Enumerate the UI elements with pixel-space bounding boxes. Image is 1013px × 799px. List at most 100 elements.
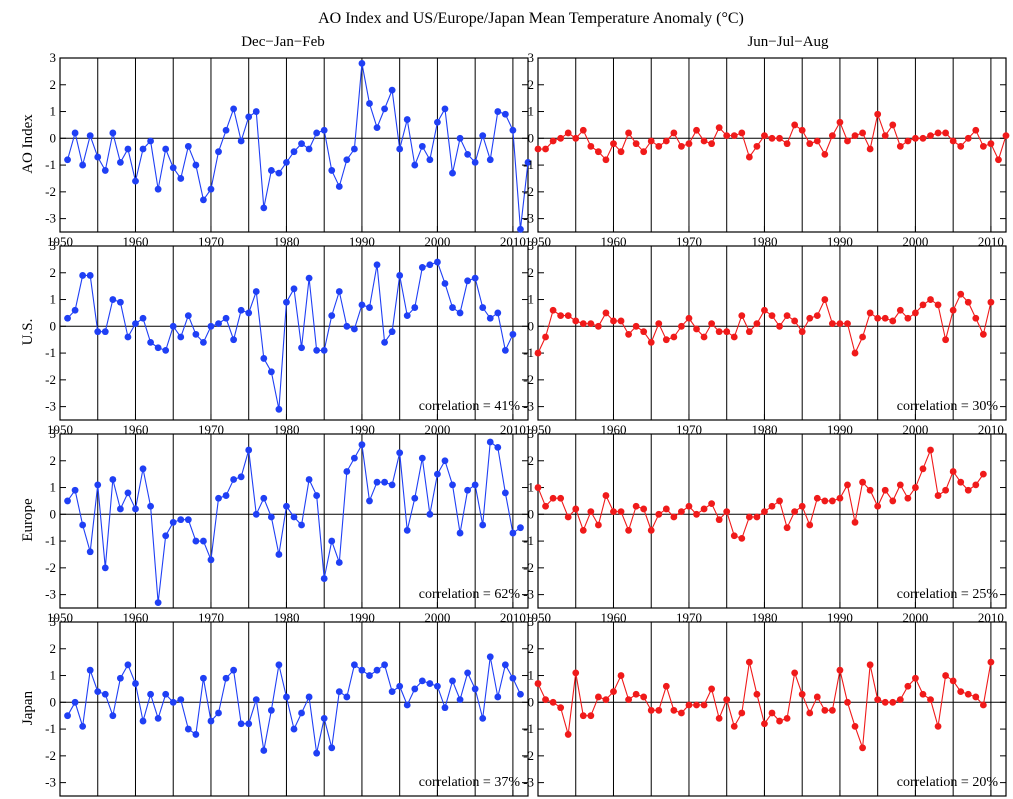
data-point xyxy=(411,304,419,311)
data-point xyxy=(625,696,632,704)
data-point xyxy=(207,556,215,564)
data-point xyxy=(776,717,783,725)
data-point xyxy=(927,296,934,303)
data-point xyxy=(237,306,245,314)
data-point xyxy=(109,476,117,483)
data-point xyxy=(418,142,426,150)
data-point xyxy=(109,712,117,720)
data-point xyxy=(904,494,912,502)
data-point xyxy=(655,706,663,714)
data-point xyxy=(874,314,882,322)
data-point xyxy=(587,712,595,720)
data-point xyxy=(979,701,987,709)
data-point xyxy=(486,438,494,446)
data-point xyxy=(979,330,987,338)
data-point xyxy=(192,161,200,169)
data-point xyxy=(617,317,625,325)
data-point xyxy=(896,696,904,704)
data-point xyxy=(632,690,640,698)
x-tick-label: 1970 xyxy=(676,234,702,249)
data-point xyxy=(700,505,708,513)
data-point xyxy=(753,690,761,698)
data-point xyxy=(169,164,177,172)
data-point xyxy=(564,731,572,738)
data-point xyxy=(919,301,927,309)
data-point xyxy=(449,677,456,685)
data-point xyxy=(71,698,79,706)
data-point xyxy=(147,338,154,346)
data-point xyxy=(154,599,162,607)
x-tick-label: 1990 xyxy=(827,422,853,437)
y-tick-label: 3 xyxy=(50,50,57,65)
panel-frame xyxy=(59,621,529,797)
data-point xyxy=(230,105,238,113)
y-tick-label: 1 xyxy=(528,292,535,307)
row-label-us: U.S. xyxy=(20,319,36,346)
correlation-label: correlation = 41% xyxy=(419,399,521,414)
data-point xyxy=(479,521,487,529)
data-point xyxy=(979,142,987,150)
y-tick-label: 3 xyxy=(528,238,535,253)
data-point xyxy=(154,344,162,352)
data-point xyxy=(388,688,396,695)
data-point xyxy=(542,502,549,510)
data-point xyxy=(494,693,502,701)
y-tick-label: -2 xyxy=(45,372,56,387)
data-point xyxy=(791,669,799,677)
y-tick-label: 1 xyxy=(50,480,57,495)
data-point xyxy=(972,693,980,701)
data-point xyxy=(350,454,358,462)
data-point xyxy=(859,744,866,752)
data-point xyxy=(851,723,859,730)
data-point xyxy=(313,347,321,354)
panel-frame xyxy=(537,245,1007,421)
data-point xyxy=(670,706,678,714)
x-tick-label: 1960 xyxy=(122,422,148,437)
panel-japan-winter: -3-2-101231950196019701980199020002010co… xyxy=(45,614,529,799)
data-point xyxy=(821,497,829,505)
data-point xyxy=(768,502,776,510)
data-point xyxy=(662,505,670,513)
data-point xyxy=(761,306,768,314)
data-point xyxy=(501,661,509,669)
data-point xyxy=(640,148,648,156)
x-tick-label: 1970 xyxy=(198,422,224,437)
data-point xyxy=(806,709,814,717)
data-point xyxy=(964,134,972,142)
data-point xyxy=(964,690,972,698)
data-point xyxy=(381,661,388,669)
data-point xyxy=(366,672,373,679)
data-point xyxy=(670,513,678,521)
data-point xyxy=(94,153,102,161)
data-point xyxy=(942,129,950,137)
y-tick-label: -1 xyxy=(45,157,56,172)
data-point xyxy=(298,140,305,148)
data-point xyxy=(987,298,995,306)
x-tick-label: 1970 xyxy=(676,610,702,625)
data-point xyxy=(267,368,275,376)
y-tick-label: -3 xyxy=(45,399,56,414)
x-tick-label: 2000 xyxy=(902,234,928,249)
data-point xyxy=(252,696,260,704)
data-point xyxy=(625,526,632,534)
data-point xyxy=(94,481,102,489)
data-point xyxy=(298,521,305,529)
y-tick-label: 2 xyxy=(528,77,535,92)
data-point xyxy=(579,712,587,720)
data-point xyxy=(200,196,207,204)
data-point xyxy=(919,134,927,142)
data-point xyxy=(132,680,139,687)
data-point xyxy=(237,720,245,728)
data-point xyxy=(298,344,305,352)
data-point xyxy=(177,333,185,341)
x-tick-label: 2000 xyxy=(902,610,928,625)
data-point xyxy=(745,658,753,666)
data-point xyxy=(441,704,449,712)
data-point xyxy=(761,132,768,140)
data-point xyxy=(434,470,441,478)
data-point xyxy=(844,481,851,489)
data-point xyxy=(388,86,396,94)
data-point xyxy=(252,288,260,295)
data-point xyxy=(403,701,411,709)
data-point xyxy=(685,701,693,709)
